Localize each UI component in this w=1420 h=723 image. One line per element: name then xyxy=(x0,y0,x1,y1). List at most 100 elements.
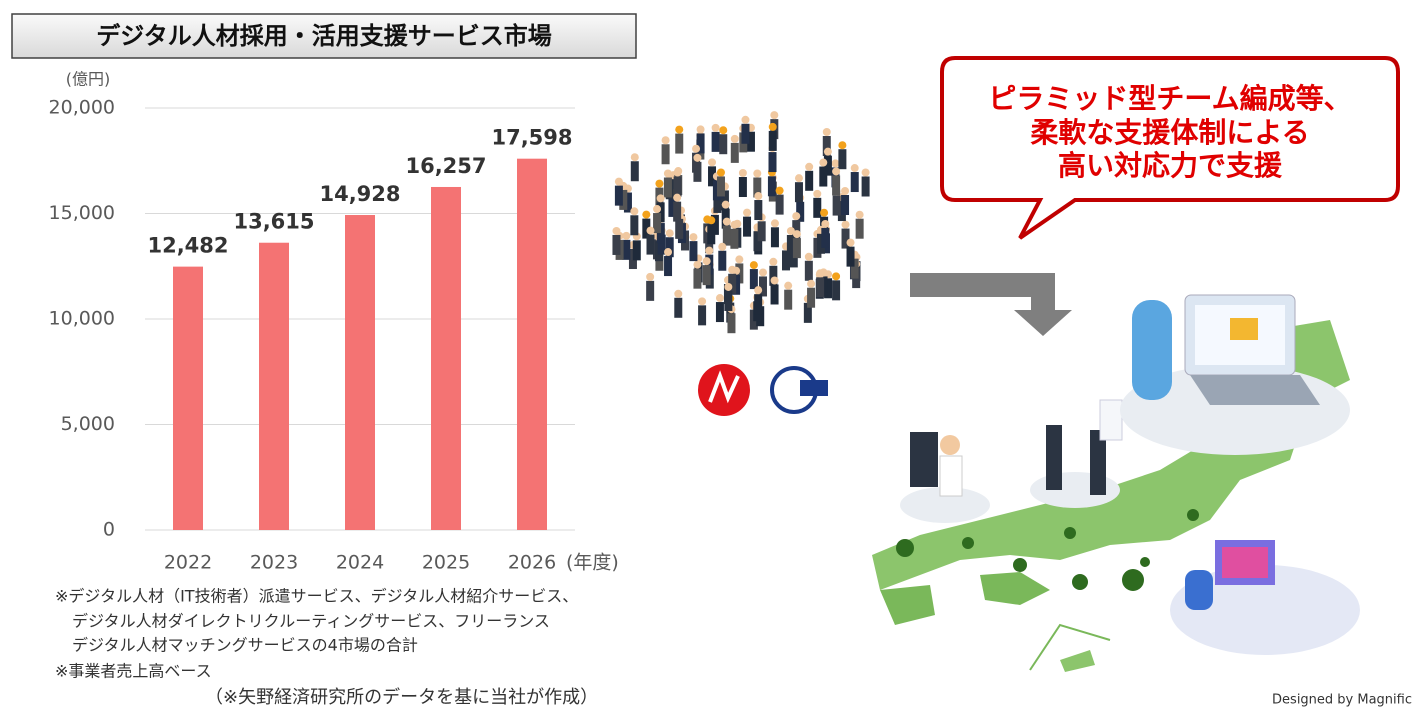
person xyxy=(819,158,828,187)
chart-title: デジタル人材採用・活用支援サービス市場 xyxy=(96,22,552,50)
y-unit: (億円) xyxy=(66,70,111,89)
person xyxy=(770,219,779,248)
logo-mark xyxy=(800,380,828,396)
person xyxy=(674,289,683,318)
person xyxy=(702,257,711,286)
y-tick-label: 0 xyxy=(103,519,115,541)
person xyxy=(807,279,816,308)
person xyxy=(656,194,665,223)
person xyxy=(754,192,763,221)
value-label: 14,928 xyxy=(319,182,400,206)
person xyxy=(754,286,763,315)
x-tick-label: 2023 xyxy=(250,552,298,574)
person xyxy=(816,269,825,298)
person xyxy=(855,210,864,239)
arrow xyxy=(910,273,1072,336)
callout-line: ピラミッド型チーム編成等、 xyxy=(988,82,1351,115)
person xyxy=(689,233,698,262)
person xyxy=(693,153,702,182)
x-unit: (年度) xyxy=(566,552,619,574)
note: ※事業者売上高ベース xyxy=(55,662,212,681)
person xyxy=(832,167,841,196)
person xyxy=(758,268,767,297)
person xyxy=(838,141,847,170)
value-label: 16,257 xyxy=(405,154,486,178)
person xyxy=(612,226,621,255)
credit: Designed by Magnific xyxy=(1272,693,1412,708)
person xyxy=(722,217,731,246)
person xyxy=(724,282,733,311)
person xyxy=(614,177,623,206)
note: デジタル人材マッチングサービスの4市場の合計 xyxy=(72,636,418,655)
x-tick-label: 2025 xyxy=(422,552,470,574)
person xyxy=(653,205,662,234)
value-label: 17,598 xyxy=(491,126,572,150)
value-label: 13,615 xyxy=(233,210,314,234)
value-label: 12,482 xyxy=(147,234,228,258)
person xyxy=(753,169,762,198)
person xyxy=(661,136,670,165)
person xyxy=(646,272,655,301)
y-tick-label: 15,000 xyxy=(49,202,115,224)
person xyxy=(708,158,717,187)
person xyxy=(794,174,803,203)
x-tick-label: 2022 xyxy=(164,552,212,574)
person xyxy=(622,231,631,260)
y-tick-label: 5,000 xyxy=(61,413,115,435)
person xyxy=(715,294,724,323)
person xyxy=(693,260,702,289)
person xyxy=(673,193,682,222)
person xyxy=(665,229,674,258)
plot: 0 5,000 10,000 15,000 20,000 12,482 2022 13,615… xyxy=(49,97,575,574)
person xyxy=(711,123,720,152)
person xyxy=(730,220,739,249)
bar xyxy=(173,266,203,530)
person xyxy=(705,246,714,275)
bar xyxy=(259,242,289,530)
person xyxy=(850,164,859,193)
person xyxy=(663,169,672,198)
note: デジタル人材ダイレクトリクルーティングサービス、フリーランス xyxy=(72,612,550,631)
person xyxy=(664,248,673,277)
person xyxy=(861,168,870,197)
bar xyxy=(345,215,375,530)
person xyxy=(696,125,705,154)
source: （※矢野経済研究所のデータを基に当社が作成） xyxy=(205,687,598,708)
person xyxy=(673,168,682,197)
person xyxy=(823,147,832,176)
person xyxy=(822,128,831,157)
person xyxy=(735,255,744,284)
person xyxy=(813,189,822,218)
person xyxy=(716,168,725,197)
person xyxy=(832,272,841,301)
x-tick-label: 2024 xyxy=(336,552,384,574)
person xyxy=(841,220,850,249)
japan-map xyxy=(872,294,1360,672)
person xyxy=(792,212,801,241)
person xyxy=(738,169,747,198)
y-tick-label: 20,000 xyxy=(49,97,115,119)
person xyxy=(821,219,830,248)
bar xyxy=(517,158,547,531)
person xyxy=(792,230,801,259)
person xyxy=(846,238,855,267)
x-tick-label: 2026 xyxy=(508,552,556,574)
person xyxy=(698,297,707,326)
person xyxy=(630,207,639,236)
logo-mark xyxy=(708,370,740,404)
person xyxy=(675,125,684,154)
crowd-illustration xyxy=(612,111,870,334)
callout-line: 高い対応力で支援 xyxy=(1058,149,1283,182)
person xyxy=(768,122,777,151)
person xyxy=(730,134,739,163)
person xyxy=(728,265,737,294)
person xyxy=(632,232,641,261)
callout-bubble xyxy=(940,56,1400,240)
person xyxy=(707,216,716,245)
person xyxy=(743,208,752,237)
title-box xyxy=(11,13,637,59)
person xyxy=(630,153,639,182)
person xyxy=(786,226,795,255)
person xyxy=(646,226,655,255)
person xyxy=(718,242,727,271)
